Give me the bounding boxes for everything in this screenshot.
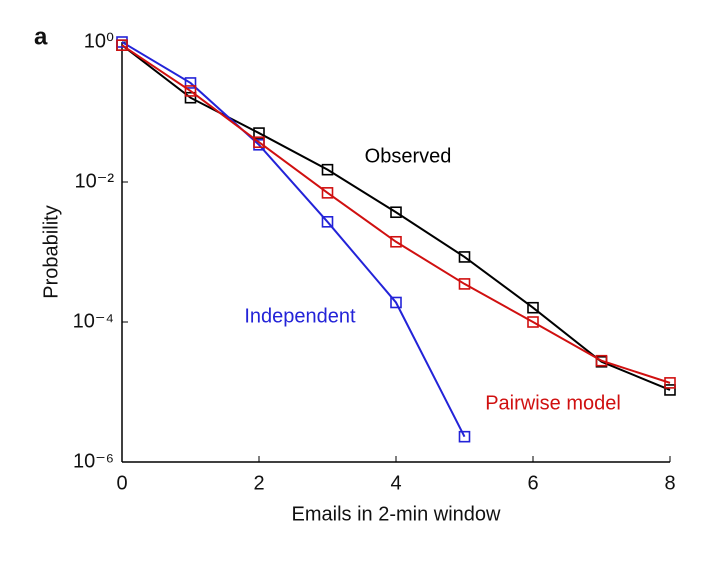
marker bbox=[184, 85, 197, 97]
y-tick-label: 10⁰ bbox=[84, 30, 114, 52]
series-line bbox=[121, 44, 671, 391]
x-tick-label: 0 bbox=[116, 472, 127, 494]
marker bbox=[458, 278, 471, 290]
y-axis-label: Probability bbox=[40, 205, 62, 298]
x-tick-label: 2 bbox=[253, 472, 264, 494]
marker bbox=[527, 316, 539, 328]
marker bbox=[527, 301, 539, 314]
y-tick-label: 10⁻⁶ bbox=[73, 450, 114, 472]
x-axis-label: Emails in 2-min window bbox=[292, 503, 502, 525]
marker bbox=[321, 187, 334, 199]
y-tick-label: 10⁻² bbox=[75, 170, 115, 192]
marker bbox=[458, 430, 471, 443]
panel-label: a bbox=[34, 23, 48, 50]
y-tick-label: 10⁻⁴ bbox=[73, 310, 114, 332]
marker bbox=[253, 136, 265, 149]
marker bbox=[664, 384, 676, 396]
marker bbox=[321, 216, 334, 228]
marker bbox=[390, 235, 402, 248]
marker bbox=[390, 206, 402, 219]
marker bbox=[184, 77, 197, 89]
series-label: Observed bbox=[365, 145, 452, 167]
x-tick-label: 8 bbox=[664, 472, 675, 494]
series-line bbox=[121, 44, 671, 384]
marker bbox=[184, 91, 197, 104]
series-line bbox=[121, 41, 466, 438]
marker bbox=[321, 163, 334, 176]
marker bbox=[253, 127, 265, 139]
x-tick-label: 6 bbox=[527, 472, 538, 494]
marker bbox=[116, 39, 128, 52]
series-label: Pairwise model bbox=[485, 392, 621, 414]
marker bbox=[664, 377, 676, 389]
marker bbox=[390, 296, 402, 309]
marker bbox=[595, 354, 608, 367]
marker bbox=[458, 251, 471, 263]
x-tick-label: 4 bbox=[390, 472, 401, 494]
series-label: Independent bbox=[244, 305, 356, 327]
